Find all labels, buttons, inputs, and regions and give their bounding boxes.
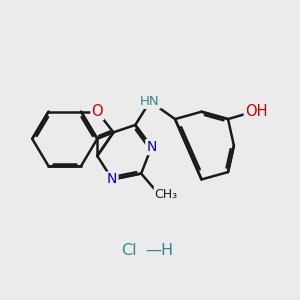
Text: OH: OH [245, 104, 267, 119]
Text: O: O [92, 104, 103, 119]
Text: —H: —H [146, 243, 174, 258]
Text: HN: HN [140, 95, 160, 108]
Text: Cl: Cl [122, 243, 137, 258]
Text: N: N [107, 172, 118, 186]
Text: N: N [146, 140, 157, 154]
Text: CH₃: CH₃ [154, 188, 178, 201]
